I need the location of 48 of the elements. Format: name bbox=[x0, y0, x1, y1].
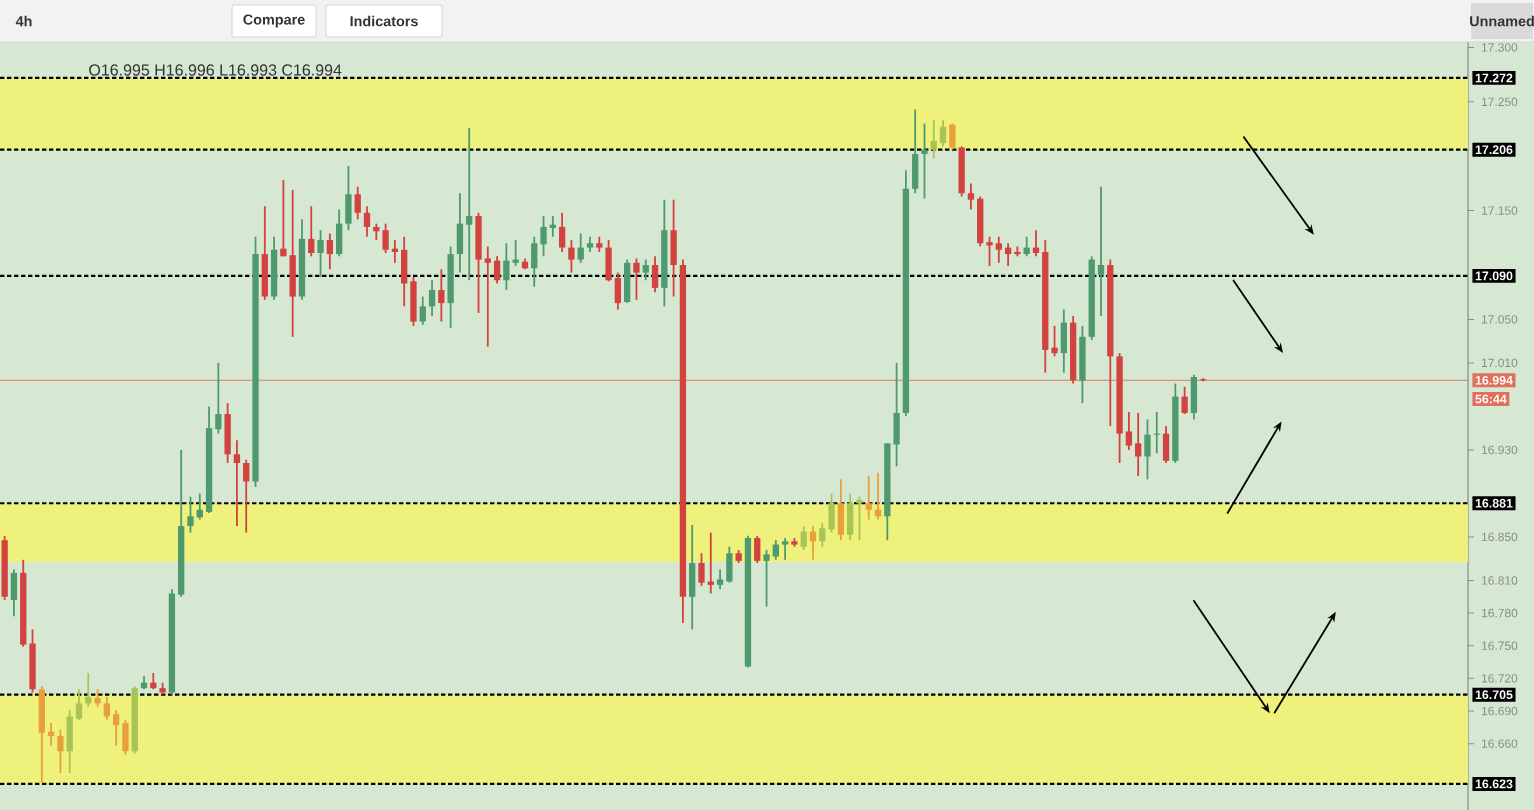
candlestick bbox=[856, 495, 863, 542]
candlestick bbox=[912, 108, 919, 195]
candlestick bbox=[224, 402, 231, 464]
candlestick bbox=[754, 534, 761, 564]
candlestick bbox=[363, 205, 371, 238]
candlestick bbox=[493, 255, 501, 285]
candlestick bbox=[837, 478, 845, 542]
candlestick bbox=[781, 537, 789, 561]
candlestick bbox=[651, 255, 659, 294]
candlestick bbox=[1079, 325, 1086, 405]
text: O16.995 H16.996 L16.993 C16.994 bbox=[89, 64, 342, 76]
candlestick bbox=[308, 205, 315, 258]
candlestick bbox=[345, 165, 352, 232]
candlestick bbox=[428, 279, 436, 318]
candlestick bbox=[939, 119, 947, 148]
candlestick bbox=[456, 192, 464, 274]
candlestick bbox=[103, 695, 111, 721]
candlestick bbox=[354, 185, 361, 221]
candlestick bbox=[243, 458, 250, 534]
candlestick bbox=[624, 258, 631, 304]
candlestick bbox=[335, 208, 343, 258]
candlestick bbox=[577, 232, 584, 264]
candlestick bbox=[689, 524, 696, 631]
candlestick bbox=[800, 525, 807, 551]
candlestick bbox=[1190, 373, 1198, 421]
candlestick bbox=[921, 122, 928, 200]
candlestick bbox=[326, 232, 333, 271]
candlestick bbox=[57, 728, 64, 774]
candlestick bbox=[633, 257, 640, 301]
candlestick bbox=[958, 145, 965, 198]
candlestick bbox=[670, 198, 677, 298]
candlestick bbox=[419, 295, 426, 326]
candlestick bbox=[558, 211, 566, 253]
candlestick bbox=[568, 239, 575, 274]
candlestick bbox=[642, 258, 649, 282]
candlestick bbox=[949, 122, 956, 151]
candlestick bbox=[1144, 418, 1151, 481]
candlestick bbox=[270, 235, 278, 301]
candlestick bbox=[438, 268, 445, 323]
candlestick bbox=[317, 229, 324, 278]
candlestick bbox=[233, 439, 241, 527]
candlestick bbox=[1181, 385, 1188, 415]
candlestick bbox=[10, 568, 18, 618]
candlestick bbox=[1162, 425, 1170, 464]
candlestick bbox=[846, 492, 854, 542]
candlestick bbox=[865, 475, 872, 521]
candlestick bbox=[261, 205, 268, 301]
candlestick bbox=[1060, 308, 1067, 374]
